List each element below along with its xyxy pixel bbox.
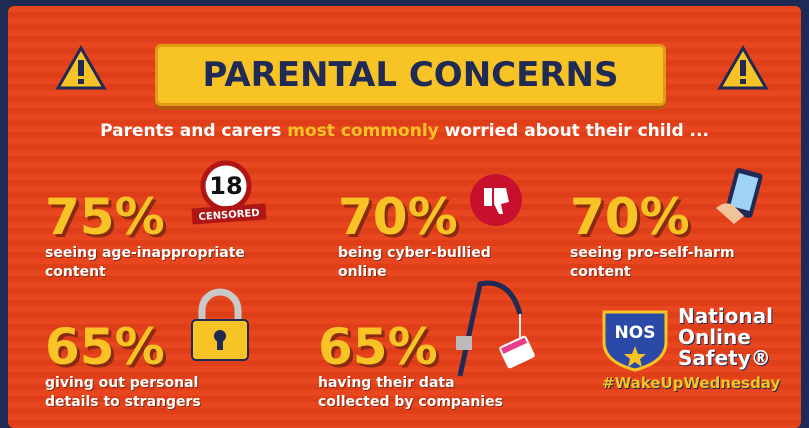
- stat-label: seeing pro-self-harm: [570, 245, 735, 261]
- phone-icon: [716, 168, 763, 224]
- stat-value: 70%: [338, 188, 458, 246]
- fishing-hook-icon: [456, 280, 535, 377]
- stat-value: 75%: [45, 188, 165, 246]
- stat: 65% giving out personal details to strange…: [45, 320, 201, 412]
- subtitle-highlight: most commonly: [287, 121, 439, 141]
- hashtag: #WakeUpWednesday: [602, 374, 781, 392]
- censored-text: CENSORED: [198, 208, 260, 223]
- thumbs-down-icon: [470, 174, 522, 226]
- nos-badge-text: NOS: [615, 323, 656, 343]
- logo-name: Online: [678, 325, 751, 349]
- stat-label: giving out personal: [45, 375, 199, 391]
- stat: 75% seeing age-inappropriate content: [45, 190, 245, 282]
- stat: 70% being cyber-bullied online: [338, 190, 491, 282]
- stat-label: seeing age-inappropriate: [45, 245, 245, 261]
- padlock-icon: [191, 288, 249, 361]
- warning-icon: [55, 44, 107, 90]
- stat: 65% having their data collected by compani…: [318, 320, 503, 412]
- title: PARENTAL CONCERNS: [155, 44, 666, 106]
- stat-value: 70%: [570, 188, 690, 246]
- logo-name: National: [678, 304, 773, 328]
- stat-label: having their data: [318, 375, 455, 391]
- stat-label: online: [338, 264, 387, 280]
- subtitle-text: worried about their child ...: [438, 121, 709, 141]
- stat-label: being cyber-bullied: [338, 245, 491, 261]
- stat-label: collected by companies: [318, 394, 503, 410]
- stat-label: content: [45, 264, 106, 280]
- stat-value: 65%: [318, 318, 438, 376]
- stat-label: details to strangers: [45, 394, 201, 410]
- logo-name: Safety®: [678, 346, 771, 370]
- warning-icon: [717, 44, 769, 90]
- stat-label: content: [570, 264, 631, 280]
- age-icon: 18 CENSORED: [191, 160, 267, 225]
- subtitle: Parents and carers most commonly worried…: [0, 121, 809, 141]
- subtitle-text: Parents and carers: [100, 121, 288, 141]
- stat-value: 65%: [45, 318, 165, 376]
- age-number: 18: [209, 172, 242, 200]
- nos-badge: NOS: [602, 310, 668, 372]
- stat: 70% seeing pro-self-harm content: [570, 190, 735, 282]
